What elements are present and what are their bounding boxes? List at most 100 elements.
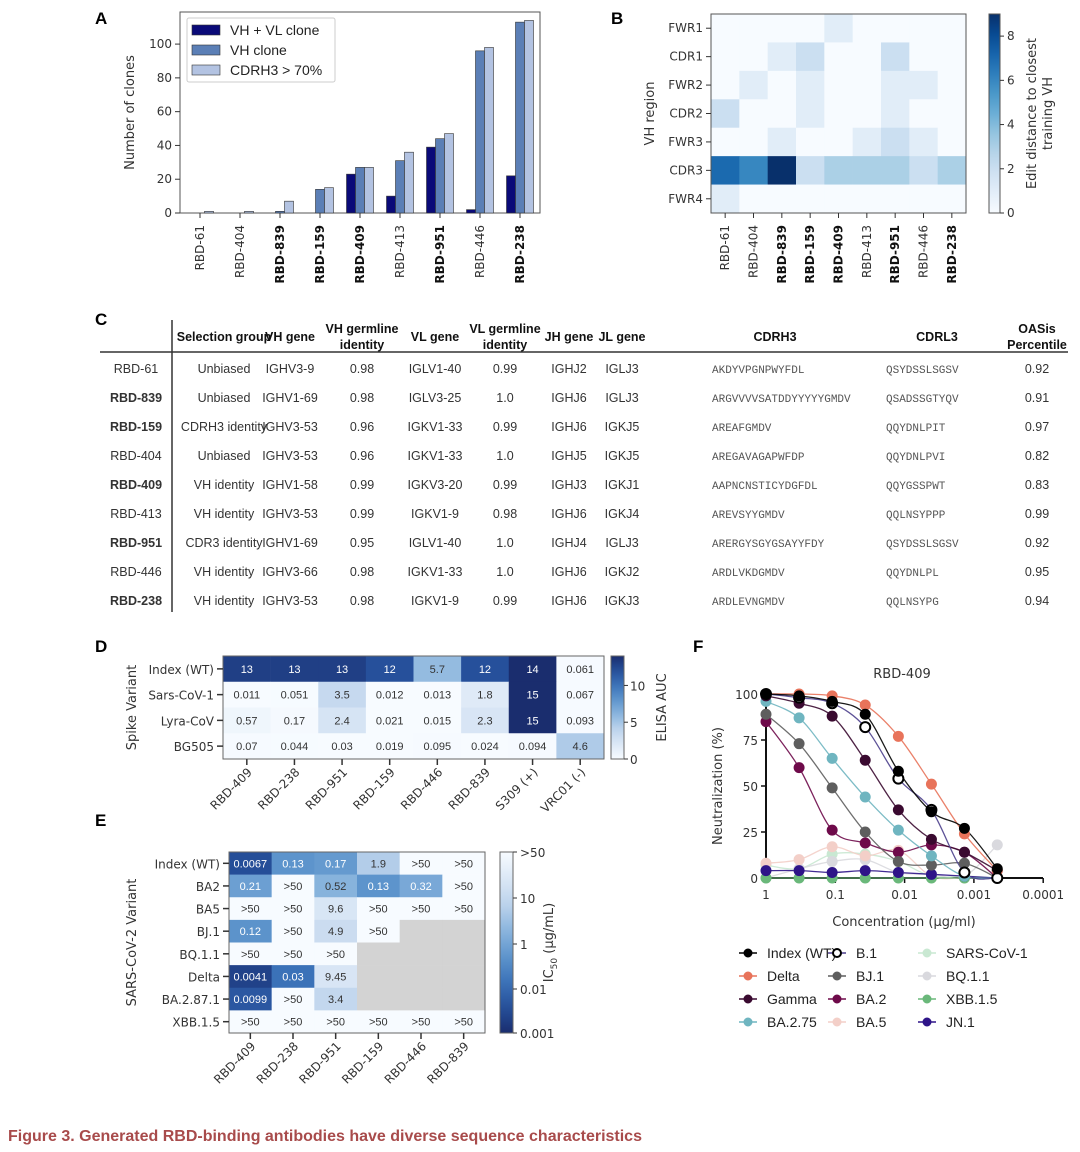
legend-label-bq-1-1: BQ.1.1 xyxy=(946,968,990,984)
legend-marker-b-1 xyxy=(832,948,842,958)
cell-cdr3-rbd-409 xyxy=(824,156,853,185)
legend-label-vh-clone: VH clone xyxy=(230,42,287,58)
panel-letter-c: C xyxy=(95,310,107,329)
cell-value: >50 xyxy=(454,858,473,870)
bar-vh-clone-rbd-839 xyxy=(275,211,285,214)
cell-value: 0.57 xyxy=(236,715,257,727)
cell-value: 15 xyxy=(526,690,538,702)
header-cdrh3: CDRH3 xyxy=(753,330,796,344)
bar-cdrh3-70-rbd-61 xyxy=(204,211,214,214)
cell-value: 0.021 xyxy=(376,715,404,727)
colorbar-label: IC50 (µg/mL) xyxy=(542,903,560,982)
cell-index-wt-rbd-409 xyxy=(223,656,271,683)
cell-index-wt-s309 xyxy=(508,656,557,683)
cell-cdr3-rbd-238 xyxy=(937,156,967,185)
cell-delta-rbd-238 xyxy=(271,965,315,989)
cell-bg505-vrc01 xyxy=(556,733,605,760)
cell-value: 5.7 xyxy=(430,664,445,676)
cell-ba2-rbd-839 xyxy=(442,874,486,898)
colorbar-tick-label: 10 xyxy=(630,679,645,693)
cell-value: 15 xyxy=(526,715,538,727)
cell-value: >50 xyxy=(284,949,303,961)
row-label-rbd-951: RBD-951 xyxy=(110,536,162,550)
cell-value: >50 xyxy=(284,881,303,893)
point-ba-2-75 xyxy=(826,752,838,764)
bar-cdrh3-70-rbd-839 xyxy=(284,200,294,214)
cell-bj-1-rbd-446 xyxy=(399,919,443,943)
cell-delta-rbd-409 xyxy=(229,965,272,989)
y-axis-label: Spike Variant xyxy=(125,665,140,750)
legend-marker-xbb-1-5 xyxy=(922,994,932,1004)
cell-vh-gene: IGHV3-53 xyxy=(262,594,318,608)
x-label-rbd-951: RBD-951 xyxy=(888,225,902,284)
cell-ba-2-87-1-rbd-446 xyxy=(399,987,443,1011)
cell-fwr3-rbd-409 xyxy=(824,127,853,157)
cell-vl-gene: IGLV3-25 xyxy=(409,391,462,405)
cell-fwr2-rbd-839 xyxy=(767,70,797,100)
header-vl-gene: VL gene xyxy=(411,330,459,344)
point-b-1 xyxy=(859,721,872,734)
panel-letter-e: E xyxy=(95,811,106,830)
y-label-fwr2: FWR2 xyxy=(668,78,703,92)
cell-vl-germline-identity: 0.99 xyxy=(493,594,517,608)
bar-vh-clone-rbd-446 xyxy=(475,50,485,214)
panel-letter-a: A xyxy=(95,9,107,28)
cell-cdr2-rbd-413 xyxy=(852,99,882,129)
cell-value: 13 xyxy=(241,664,253,676)
cell-value: >50 xyxy=(241,1017,260,1029)
cell-delta-rbd-446 xyxy=(399,965,443,989)
legend-label-xbb-1-5: XBB.1.5 xyxy=(946,991,998,1007)
cell-vl-gene: IGKV1-9 xyxy=(411,507,459,521)
point-index-wt xyxy=(991,863,1003,875)
cell-fwr4-rbd-159 xyxy=(796,184,825,214)
cell-vh-germline-identity: 0.98 xyxy=(350,565,374,579)
x-tick-label: RBD-839 xyxy=(273,225,287,284)
cell-vl-gene: IGKV1-33 xyxy=(408,565,463,579)
cell-vl-gene: IGKV3-20 xyxy=(408,478,463,492)
cell-cdr3-rbd-61 xyxy=(711,156,740,185)
cell-value: 13 xyxy=(336,664,348,676)
cell-value: >50 xyxy=(284,1017,303,1029)
x-label-rbd-951: RBD-951 xyxy=(303,765,350,812)
cell-index-wt-rbd-159 xyxy=(365,656,414,683)
point-ba-2 xyxy=(892,846,904,858)
cell-fwr4-rbd-404 xyxy=(739,184,768,214)
cell-cdrl3: QQYDNLPIT xyxy=(886,423,946,435)
cell-value: 4.6 xyxy=(573,741,588,753)
colorbar-label-line1: Edit distance to closest xyxy=(1025,38,1040,189)
cell-fwr3-rbd-839 xyxy=(767,127,797,157)
cell-xbb-1-5-rbd-951 xyxy=(314,1010,358,1034)
cell-value: 0.13 xyxy=(282,858,303,870)
cell-value: 1.9 xyxy=(371,858,386,870)
cell-value: 0.061 xyxy=(566,664,594,676)
y-axis-label: SARS-CoV-2 Variant xyxy=(125,879,140,1007)
colorbar-tick-label: 0.01 xyxy=(520,983,547,997)
row-label-rbd-409: RBD-409 xyxy=(110,478,162,492)
y-label-index-wt: Index (WT) xyxy=(155,857,220,871)
cell-vl-gene: IGKV1-9 xyxy=(411,594,459,608)
y-label-bj-1: BJ.1 xyxy=(197,925,220,939)
cell-fwr4-rbd-839 xyxy=(767,184,797,214)
point-b-1 xyxy=(958,866,971,879)
cell-oasis-percentile: 0.95 xyxy=(1025,565,1049,579)
point-jn-1 xyxy=(892,866,904,878)
y-label-delta: Delta xyxy=(188,970,220,984)
bar-vh-clone-rbd-159 xyxy=(315,189,325,214)
colorbar-tick-label: 2 xyxy=(1007,162,1015,176)
cell-value: 0.32 xyxy=(410,881,431,893)
cell-vh-gene: IGHV1-69 xyxy=(262,391,318,405)
cell-vl-gene: IGLV1-40 xyxy=(409,362,462,376)
bar-cdrh3-70-rbd-413 xyxy=(404,151,414,214)
cell-cdrl3: QQLNSYPG xyxy=(886,597,939,609)
colorbar-label-unit: (µg/mL) xyxy=(542,903,557,958)
cell-lyra-cov-rbd-409 xyxy=(223,707,271,734)
point-ba-2 xyxy=(859,837,871,849)
legend-label-ba-5: BA.5 xyxy=(856,1014,887,1030)
cell-xbb-1-5-rbd-409 xyxy=(229,1010,272,1034)
cell-oasis-percentile: 0.92 xyxy=(1025,536,1049,550)
cell-fwr2-rbd-413 xyxy=(852,70,882,100)
cell-cdr2-rbd-446 xyxy=(909,99,938,129)
y-tick-label: 80 xyxy=(157,71,172,85)
cell-oasis-percentile: 0.92 xyxy=(1025,362,1049,376)
x-label-rbd-404: RBD-404 xyxy=(747,225,761,278)
